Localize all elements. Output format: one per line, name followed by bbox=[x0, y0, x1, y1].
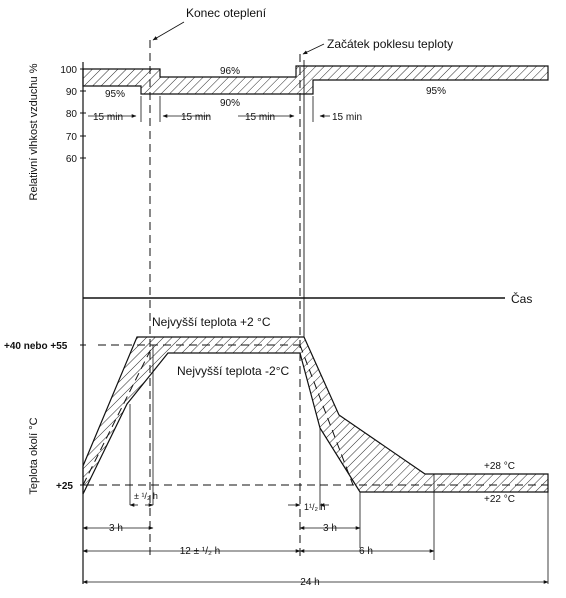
interval-label-2: 15 min bbox=[181, 112, 211, 123]
humidity-tick-80: 80 bbox=[66, 109, 78, 120]
temp-tick-low: +25 bbox=[56, 481, 73, 492]
humidity-y-ticks: 100 90 80 70 60 bbox=[60, 65, 86, 165]
humidity-label-95-left: 95% bbox=[105, 89, 125, 100]
humidity-tick-60: 60 bbox=[66, 154, 78, 165]
interval-label-4: 15 min bbox=[332, 112, 362, 123]
duration-24h: 24 h bbox=[300, 577, 319, 588]
upper-curve-label: Nejvyšší teplota +2 °C bbox=[152, 315, 271, 329]
tolerance-right-label: 1¹/₂ h bbox=[304, 502, 326, 512]
temperature-axis-label: Teplota okolí °C bbox=[28, 417, 40, 494]
right-upper-label: +28 °C bbox=[484, 461, 515, 472]
humidity-chart: 100 90 80 70 60 Relativní vlhkost vzduch… bbox=[28, 62, 549, 298]
event-annotations: Konec oteplení Začátek poklesu teploty bbox=[152, 6, 453, 55]
temp-dashed-ramp-down bbox=[299, 344, 354, 486]
lower-curve-label: Nejvyšší teplota -2°C bbox=[177, 364, 290, 378]
humidity-label-96: 96% bbox=[220, 66, 240, 77]
humidity-tick-100: 100 bbox=[60, 65, 77, 76]
tolerance-left-label: ± ¹/₂ h bbox=[134, 491, 158, 501]
temp-tick-high: +40 nebo +55 bbox=[4, 341, 68, 352]
humidity-interval-row: 15 min 15 min 15 min 15 min bbox=[88, 96, 362, 123]
temperature-tolerance-band bbox=[82, 336, 549, 495]
humidity-tick-90: 90 bbox=[66, 87, 78, 98]
interval-label-3: 15 min bbox=[245, 112, 275, 123]
humidity-label-90: 90% bbox=[220, 98, 240, 109]
temperature-chart: +40 nebo +55 +25 Teplota okolí °C Nejvyš… bbox=[4, 298, 549, 588]
interval-label-1: 15 min bbox=[93, 112, 123, 123]
duration-3h-right: 3 h bbox=[323, 523, 337, 534]
humidity-tick-70: 70 bbox=[66, 132, 78, 143]
end-heating-label: Konec oteplení bbox=[186, 6, 267, 20]
humidity-tolerance-band bbox=[82, 65, 549, 95]
start-temp-drop-label: Začátek poklesu teploty bbox=[327, 37, 453, 51]
duration-6h: 6 h bbox=[359, 546, 373, 557]
right-lower-label: +22 °C bbox=[484, 494, 515, 505]
humidity-label-95-right: 95% bbox=[426, 86, 446, 97]
humidity-axis-label: Relativní vlhkost vzduchu % bbox=[28, 63, 40, 200]
duration-12h: 12 ± ¹/₂ h bbox=[180, 546, 221, 557]
temp-dashed-ramp-up bbox=[82, 344, 154, 486]
duration-3h-left: 3 h bbox=[109, 523, 123, 534]
time-axis-label: Čas bbox=[511, 291, 532, 306]
